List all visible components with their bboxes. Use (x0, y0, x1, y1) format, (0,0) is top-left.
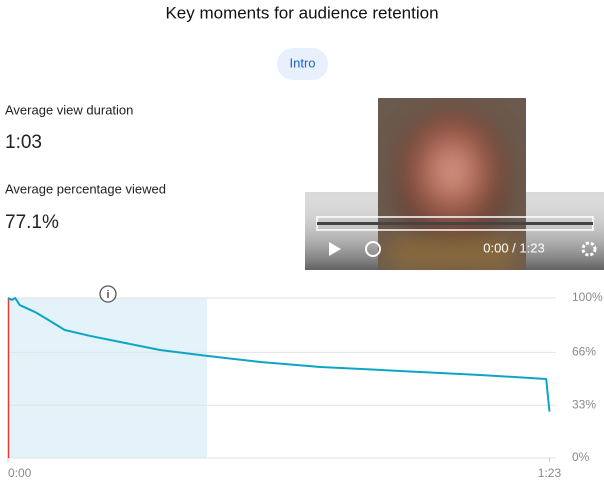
video-player[interactable]: 0:00 / 1:23 (305, 78, 604, 290)
tab-pill[interactable] (277, 48, 328, 80)
y-tick-label: 66% (572, 345, 596, 359)
stat-value: 77.1% (5, 212, 59, 233)
frame-blur (394, 108, 510, 248)
y-tick-label: 0% (572, 450, 590, 464)
highlight-region (8, 298, 207, 458)
x-tick-label: 0:00 (8, 466, 32, 480)
seek-track (317, 222, 593, 225)
info-icon[interactable] (99, 285, 117, 303)
x-tick-label: 1:23 (538, 466, 562, 480)
title: Key moments for audience retention (165, 3, 438, 22)
frame-blur (388, 238, 516, 270)
play-button[interactable] (329, 242, 341, 256)
stat-label: Average percentage viewed (5, 181, 166, 196)
stat-label: Average view duration (5, 102, 133, 117)
tab-label[interactable]: Intro (289, 55, 315, 70)
retention-line (7, 297, 551, 412)
y-tick-label: 33% (572, 397, 596, 411)
retention-chart: 0% 33% 66% 100% 0:00 1:23 (7, 290, 603, 480)
rewind-button[interactable] (365, 241, 381, 257)
stat-value: 1:03 (5, 132, 42, 153)
info-icon-glyph[interactable]: i (106, 289, 109, 301)
player-time: 0:00 / 1:23 (483, 240, 544, 255)
y-tick-label: 100% (572, 290, 603, 304)
video-frame (378, 98, 526, 270)
settings-button[interactable] (581, 241, 597, 257)
